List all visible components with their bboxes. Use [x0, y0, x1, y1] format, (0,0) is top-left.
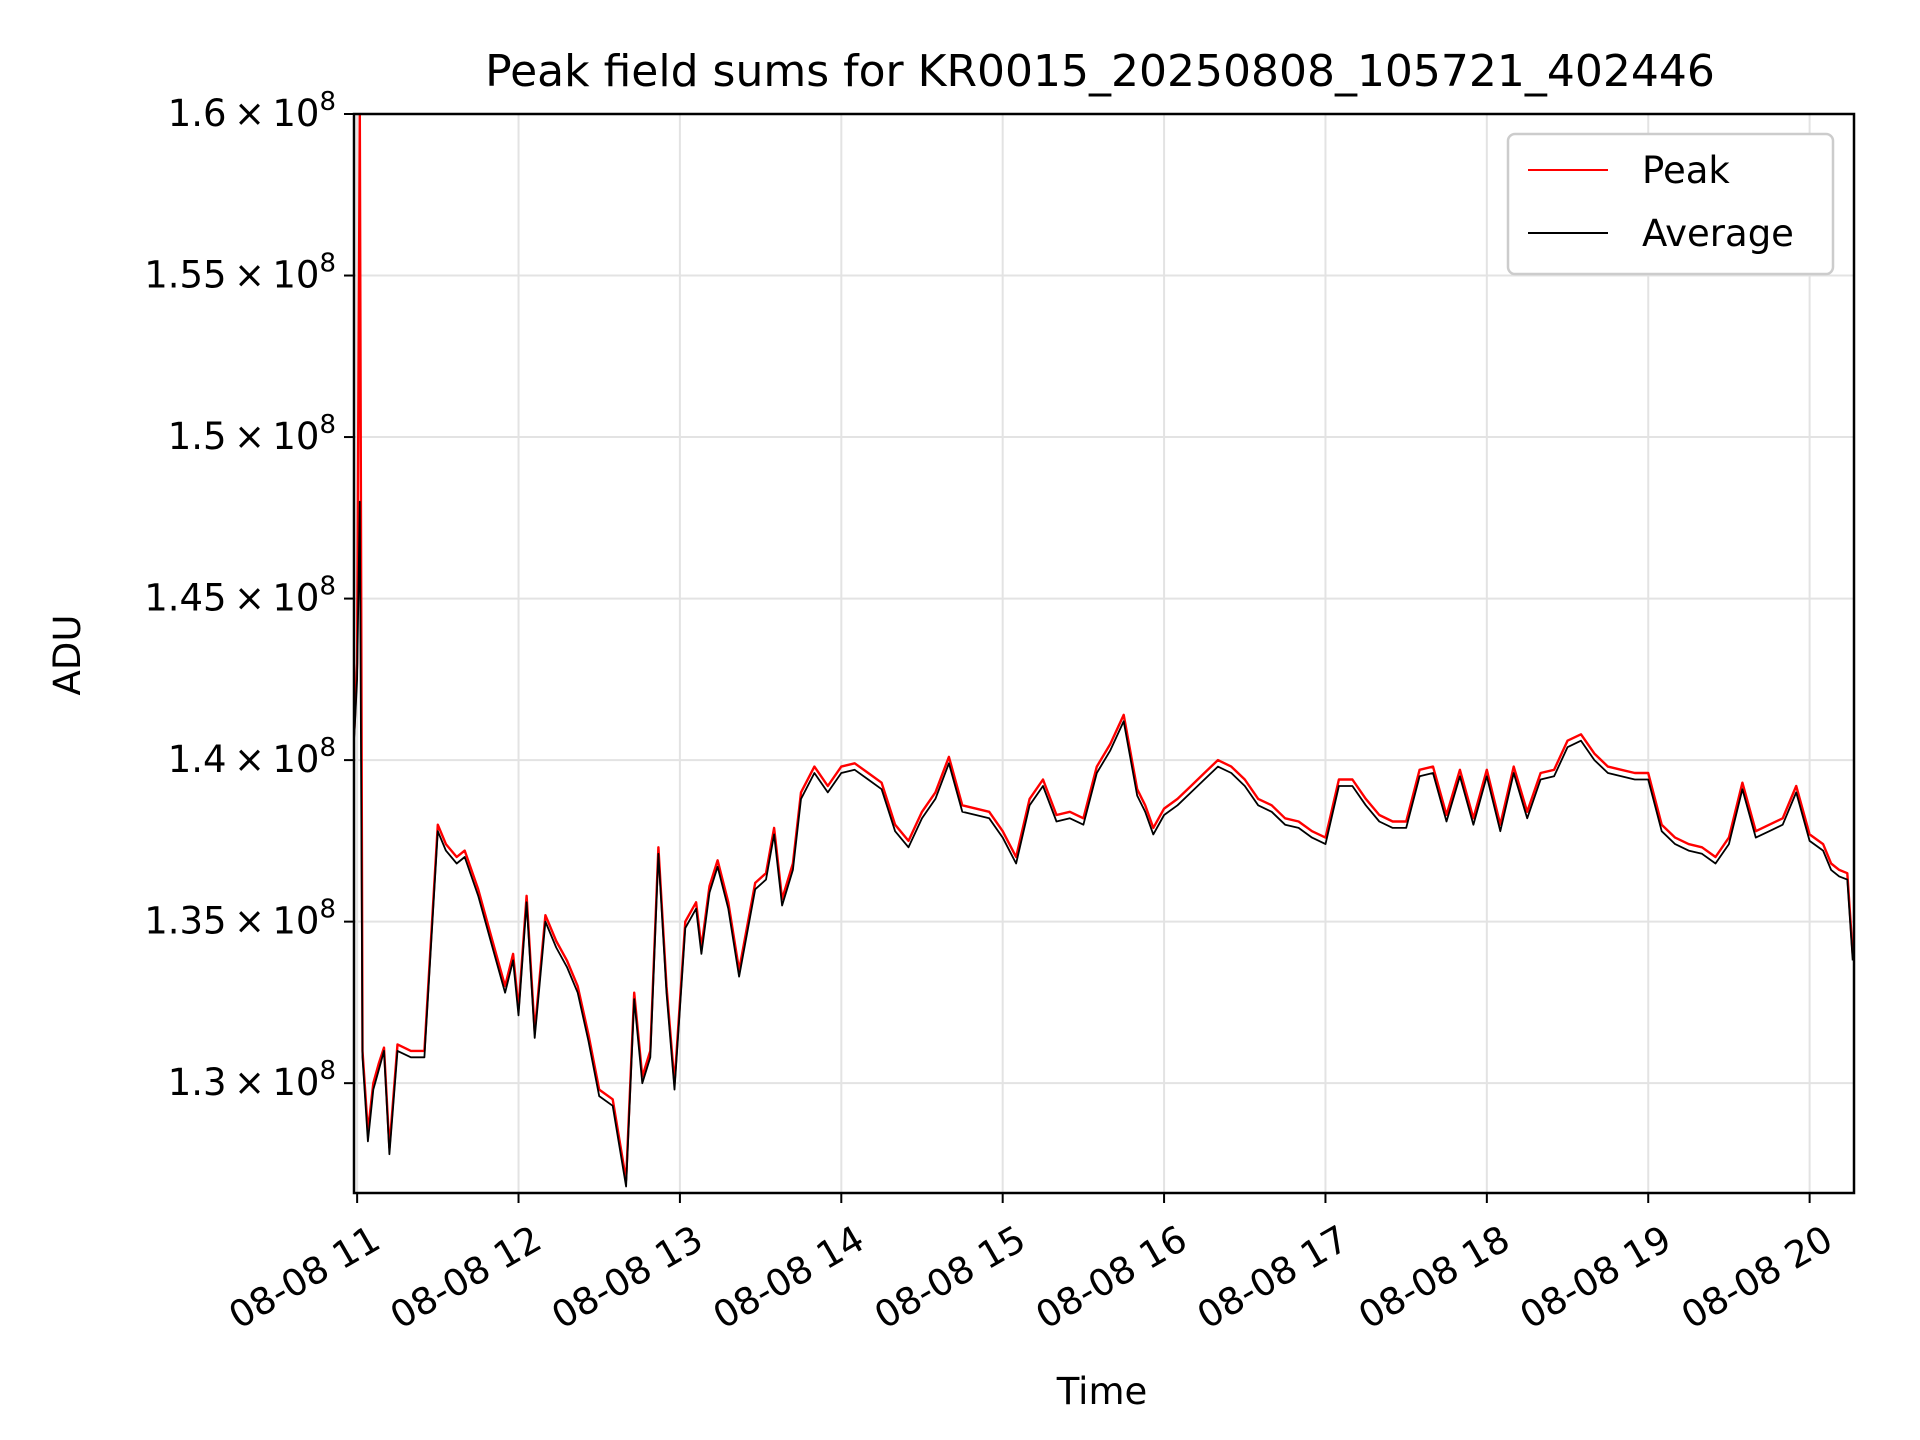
y-tick-label: 1.45 × 108: [144, 572, 336, 620]
plot-area-frame: [352, 112, 1856, 1195]
y-tick-label: 1.35 × 108: [144, 895, 336, 943]
series-line-average: [354, 500, 1854, 1188]
y-tick-label: 1.5 × 108: [168, 410, 336, 458]
series-layer: [354, 114, 1854, 1188]
legend-label-average: Average: [1642, 212, 1794, 255]
y-tick-label: 1.3 × 108: [168, 1056, 336, 1104]
grid: [354, 113, 1854, 1193]
y-tick-label: 1.6 × 108: [168, 87, 336, 135]
legend: Peak Average: [1506, 132, 1835, 276]
y-axis: 1.3 × 108 1.35 × 108 1.4 × 108 1.45 × 108 1.…: [144, 87, 354, 1104]
y-axis-label: ADU: [46, 615, 89, 696]
chart-title: Peak field sums for KR0015_20250808_1057…: [485, 46, 1715, 97]
x-axis-label: Time: [1056, 1370, 1148, 1413]
y-tick-label: 1.55 × 108: [144, 249, 336, 297]
y-tick-label: 1.4 × 108: [168, 733, 336, 781]
legend-label-peak: Peak: [1642, 149, 1730, 192]
